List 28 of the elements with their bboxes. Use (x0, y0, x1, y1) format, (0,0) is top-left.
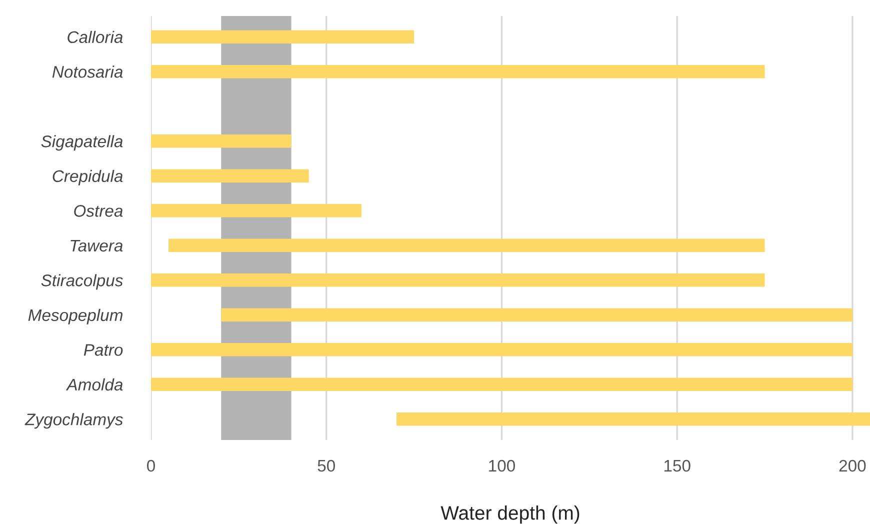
bar (151, 65, 765, 78)
y-tick-label: Crepidula (52, 170, 123, 186)
y-tick-label: Tawera (70, 240, 123, 252)
bar (151, 274, 765, 287)
y-tick-label: Sigapatella (41, 135, 123, 151)
y-tick-label: Ostrea (74, 205, 123, 217)
bar (168, 238, 765, 252)
x-axis-title: Water depth (m) (440, 506, 580, 524)
x-tick-label: 50 (318, 460, 335, 472)
bar (396, 412, 870, 426)
bar (151, 204, 362, 218)
bar (151, 169, 309, 182)
y-tick-label: Zygochlamys (24, 413, 123, 429)
y-tick-label: Stiracolpus (41, 274, 123, 290)
x-tick-label: 200 (839, 460, 866, 472)
x-tick-label: 150 (664, 460, 690, 472)
bar (221, 308, 852, 322)
x-tick-label: 0 (147, 460, 155, 472)
bar (151, 134, 292, 148)
y-tick-label: Mesopeplum (28, 308, 122, 324)
bar (151, 378, 852, 391)
y-tick-label: Amolda (66, 378, 123, 391)
y-tick-label: Notosaria (52, 66, 123, 78)
x-tick-label: 100 (489, 460, 515, 472)
y-tick-label: Patro (84, 344, 123, 356)
bar (151, 30, 414, 44)
y-tick-label: Calloria (68, 30, 123, 44)
bar (151, 343, 852, 356)
